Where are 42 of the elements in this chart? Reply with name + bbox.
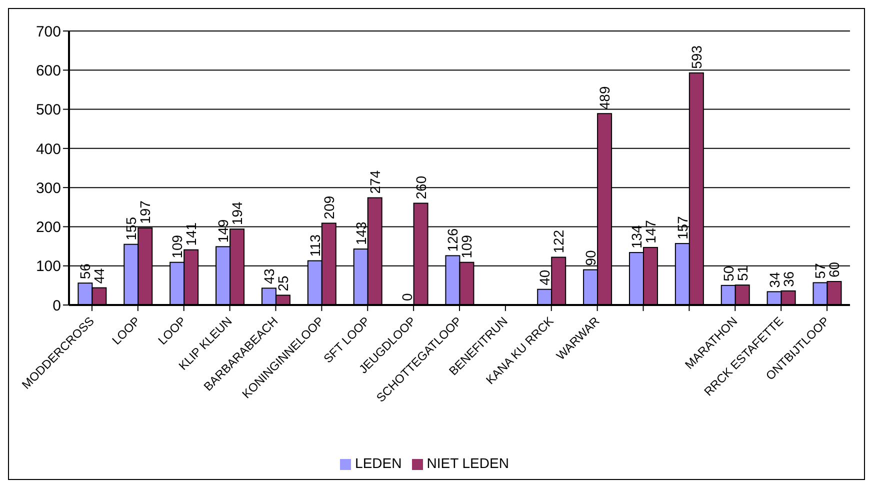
y-tick-label: 100 [36,258,61,276]
data-label: 147 [642,220,658,244]
data-label: 197 [137,200,154,224]
data-label: 113 [306,234,323,257]
data-label: 34 [766,272,782,288]
data-label: 157 [674,216,690,240]
data-label: 149 [215,219,232,243]
data-label: 44 [91,268,108,284]
data-label: 209 [320,196,337,220]
data-label: 155 [123,216,140,240]
legend-label: LEDEN [355,455,402,471]
data-label: 194 [229,201,246,226]
data-label: 593 [688,45,704,69]
data-label: 109 [458,234,475,258]
data-label: 489 [596,86,613,110]
data-label: 43 [260,268,277,284]
data-label: 36 [780,271,796,287]
data-label: 274 [366,170,383,194]
data-label: 0 [398,293,415,301]
data-label: 141 [183,222,200,246]
data-label: 60 [826,262,842,278]
data-label: 90 [582,250,599,266]
data-label: 109 [169,234,186,258]
y-tick-label: 500 [36,102,61,119]
y-tick-label: 400 [36,140,61,158]
data-label: 40 [536,270,553,286]
data-label: 122 [550,230,567,254]
data-label: 143 [352,221,369,246]
data-label: 51 [734,265,750,282]
data-label: 57 [812,262,828,279]
data-label: 25 [274,275,291,292]
data-label: 126 [444,228,461,252]
y-tick-label: 700 [36,23,61,40]
data-label: 134 [628,224,644,249]
y-tick-label: 0 [52,297,61,314]
y-tick-label: 300 [36,180,61,197]
data-label: 50 [720,266,736,282]
legend-label: NIET LEDEN [426,455,509,471]
data-label: 56 [77,263,94,280]
y-tick-label: 200 [36,219,61,236]
data-label: 260 [412,176,429,200]
y-tick-label: 600 [36,62,61,80]
